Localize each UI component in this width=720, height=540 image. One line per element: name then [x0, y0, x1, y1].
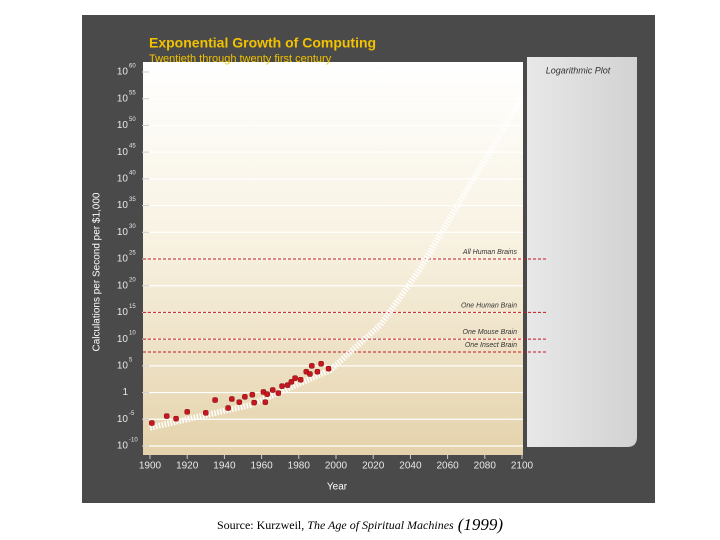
- caption-prefix: Source: Kurzweil,: [217, 518, 307, 532]
- x-tick-label: 2000: [325, 461, 348, 472]
- y-tick-exponent: 20: [129, 277, 136, 283]
- y-tick-label: 10: [117, 67, 129, 78]
- threshold-label: One Mouse Brain: [463, 329, 518, 336]
- plot-note: Logarithmic Plot: [546, 65, 611, 75]
- y-tick-label: 10: [117, 280, 129, 291]
- y-axis-label: Calculations per Second per $1,000: [92, 192, 103, 351]
- y-tick-label: 10: [117, 334, 129, 345]
- y-tick-exponent: 55: [129, 90, 136, 96]
- x-axis-label: Year: [327, 482, 348, 493]
- data-point: [173, 415, 179, 422]
- x-tick-label: 2020: [362, 461, 385, 472]
- x-tick-label: 2040: [399, 461, 422, 472]
- x-tick-label: 2060: [436, 461, 459, 472]
- data-point: [307, 371, 313, 377]
- y-tick-exponent: 35: [129, 197, 136, 203]
- data-point: [314, 368, 321, 375]
- y-tick-label: 10: [117, 93, 129, 104]
- data-point: [264, 391, 270, 397]
- caption: Source: Kurzweil, The Age of Spiritual M…: [217, 515, 503, 534]
- y-tick-exponent: -5: [129, 411, 135, 417]
- data-point: [184, 409, 190, 415]
- y-tick-exponent: 45: [129, 144, 136, 150]
- y-tick-exponent: 60: [129, 64, 136, 70]
- data-point: [318, 360, 324, 367]
- y-tick-exponent: 40: [129, 170, 136, 176]
- chart-title: Exponential Growth of Computing: [149, 35, 376, 51]
- data-point: [279, 383, 285, 389]
- x-tick-label: 1980: [288, 461, 311, 472]
- y-tick-exponent: 15: [129, 304, 136, 310]
- x-tick-label: 1940: [213, 461, 236, 472]
- data-point: [229, 396, 235, 402]
- caption-text: Source: Kurzweil, The Age of Spiritual M…: [217, 515, 503, 534]
- data-point: [270, 387, 276, 393]
- threshold-label: All Human Brains: [462, 249, 518, 256]
- data-point: [297, 377, 304, 383]
- y-tick-label: 10: [117, 227, 129, 238]
- y-tick-label: 10: [117, 441, 129, 452]
- x-tick-label: 1960: [250, 461, 273, 472]
- side-panel: [527, 57, 637, 447]
- trend-line: [149, 98, 523, 431]
- y-tick-label: 10: [117, 173, 129, 184]
- x-tick-label: 1920: [176, 461, 199, 472]
- data-point: [163, 413, 170, 419]
- y-tick-exponent: 25: [129, 251, 136, 257]
- threshold-label: One Human Brain: [461, 302, 517, 309]
- y-tick-exponent: 30: [129, 224, 136, 230]
- data-point: [275, 390, 282, 396]
- threshold-label: One Insect Brain: [465, 342, 517, 349]
- y-tick-label: 10: [117, 200, 129, 211]
- data-point: [292, 375, 298, 381]
- data-point: [251, 399, 257, 406]
- data-point: [225, 405, 231, 411]
- x-tick-label: 2100: [511, 461, 534, 472]
- y-tick-exponent: 50: [129, 117, 136, 123]
- x-tick-label: 1900: [139, 461, 162, 472]
- caption-year: (1999): [458, 515, 504, 534]
- y-tick-exponent: -10: [129, 438, 138, 444]
- y-tick-exponent: 5: [129, 357, 133, 363]
- chart-subtitle: Twentieth through twenty first century: [149, 53, 332, 65]
- y-tick-exponent: 10: [129, 331, 136, 337]
- data-point: [262, 399, 269, 405]
- data-point: [236, 399, 243, 405]
- y-tick-label: 10: [117, 414, 129, 425]
- y-tick-label: 1: [122, 387, 128, 398]
- y-tick-label: 10: [117, 307, 129, 318]
- data-point: [249, 391, 256, 398]
- y-tick-label: 10: [117, 120, 129, 131]
- y-tick-label: 10: [117, 254, 129, 265]
- y-tick-label: 10: [117, 360, 129, 371]
- y-tick-label: 10: [117, 147, 129, 158]
- data-point: [212, 397, 218, 403]
- data-point: [325, 365, 332, 372]
- data-point: [203, 410, 209, 416]
- data-point: [242, 394, 248, 400]
- x-tick-label: 2080: [474, 461, 497, 472]
- data-point: [149, 420, 155, 426]
- data-point: [309, 363, 315, 369]
- caption-book: The Age of Spiritual Machines: [307, 518, 454, 532]
- data-point: [288, 379, 295, 385]
